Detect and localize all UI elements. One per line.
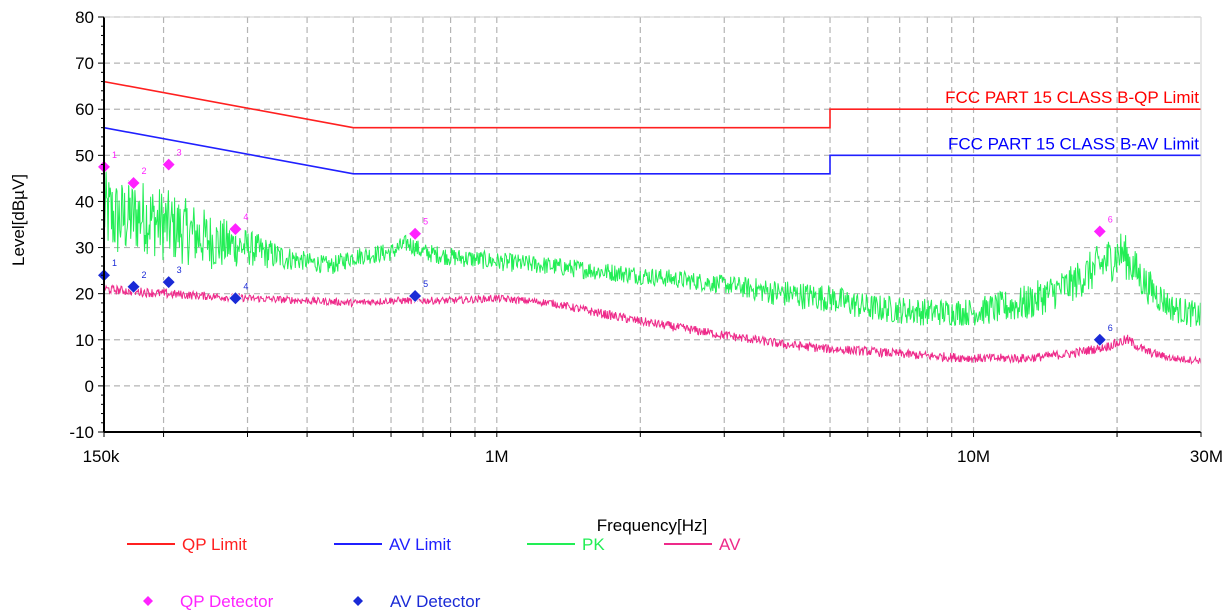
av-detector-marker-3 [161, 275, 176, 290]
y-axis-label: Level[dBµV] [9, 174, 28, 266]
legend-label-av: AV [719, 535, 741, 554]
legend-label-av-detector: AV Detector [390, 592, 481, 611]
legend-swatch-av-detector [353, 596, 363, 606]
y-tick-label: 10 [75, 331, 94, 350]
av-detector-marker-label: 5 [423, 279, 428, 289]
limit-labels: FCC PART 15 CLASS B-QP Limit FCC PART 15 … [945, 88, 1199, 153]
legend-label-pk: PK [582, 535, 605, 554]
plot-background [104, 17, 1201, 432]
qp-detector-marker-label: 3 [177, 148, 182, 158]
qp-detector-marker-label: 2 [142, 166, 147, 176]
series-line-av-limit [103, 126, 1201, 175]
av-detector-marker-6 [1092, 332, 1107, 347]
y-tick-label: 40 [75, 192, 94, 211]
av-detector-marker-label: 3 [177, 265, 182, 275]
legend-swatch-qp-detector [143, 596, 153, 606]
qp-detector-marker-label: 1 [112, 150, 117, 160]
axes: -10 0 10 20 30 40 50 60 70 80 150k 1M 10M 30M [69, 8, 1223, 466]
legend-label-av-limit: AV Limit [389, 535, 451, 554]
series-line-av [103, 284, 1202, 366]
x-tick-label: 150k [83, 447, 120, 466]
qp-detector-marker-label: 6 [1108, 214, 1113, 224]
qp-detector-marker-2 [126, 175, 141, 191]
legend-label-qp-detector: QP Detector [180, 592, 274, 611]
av-detector-marker-4 [228, 291, 243, 306]
av-detector-marker-label: 6 [1108, 323, 1113, 333]
y-tick-label: 0 [85, 377, 94, 396]
qp-detector-marker-4 [228, 222, 243, 237]
x-tick-label: 1M [485, 447, 509, 466]
x-tick-label: 10M [957, 447, 990, 466]
x-axis-label: Frequency[Hz] [597, 516, 708, 535]
y-tick-label: -10 [69, 423, 94, 442]
series-line-pk [103, 170, 1202, 328]
av-detector-marker-5 [408, 288, 423, 304]
y-tick-label: 80 [75, 8, 94, 27]
legend: QP Limit AV Limit PK AV QP Detector AV Detect… [127, 535, 741, 611]
limit-label: FCC PART 15 CLASS B-QP Limit [945, 88, 1199, 107]
legend-label-qp-limit: QP Limit [182, 535, 247, 554]
qp-detector-marker-label: 4 [243, 212, 248, 222]
plot-area [104, 17, 1201, 432]
y-tick-label: 50 [75, 146, 94, 165]
qp-detector-marker-3 [161, 157, 176, 172]
series-line-qp-limit [103, 80, 1201, 129]
qp-detector-marker-6 [1092, 224, 1107, 239]
y-tick-label: 70 [75, 54, 94, 73]
av-detector-marker-label: 1 [112, 258, 117, 268]
av-detector-marker-2 [126, 279, 141, 294]
y-tick-label: 30 [75, 239, 94, 258]
x-tick-label: 30M [1190, 447, 1223, 466]
av-detector-marker-label: 2 [142, 270, 147, 280]
limit-label: FCC PART 15 CLASS B-AV Limit [948, 134, 1199, 153]
av-detector-marker-label: 4 [243, 281, 248, 291]
qp-detector-marker-label: 5 [423, 217, 428, 227]
series-layer [103, 80, 1202, 366]
y-tick-label: 20 [75, 285, 94, 304]
qp-detector-marker-5 [408, 226, 423, 241]
y-tick-label: 60 [75, 100, 94, 119]
